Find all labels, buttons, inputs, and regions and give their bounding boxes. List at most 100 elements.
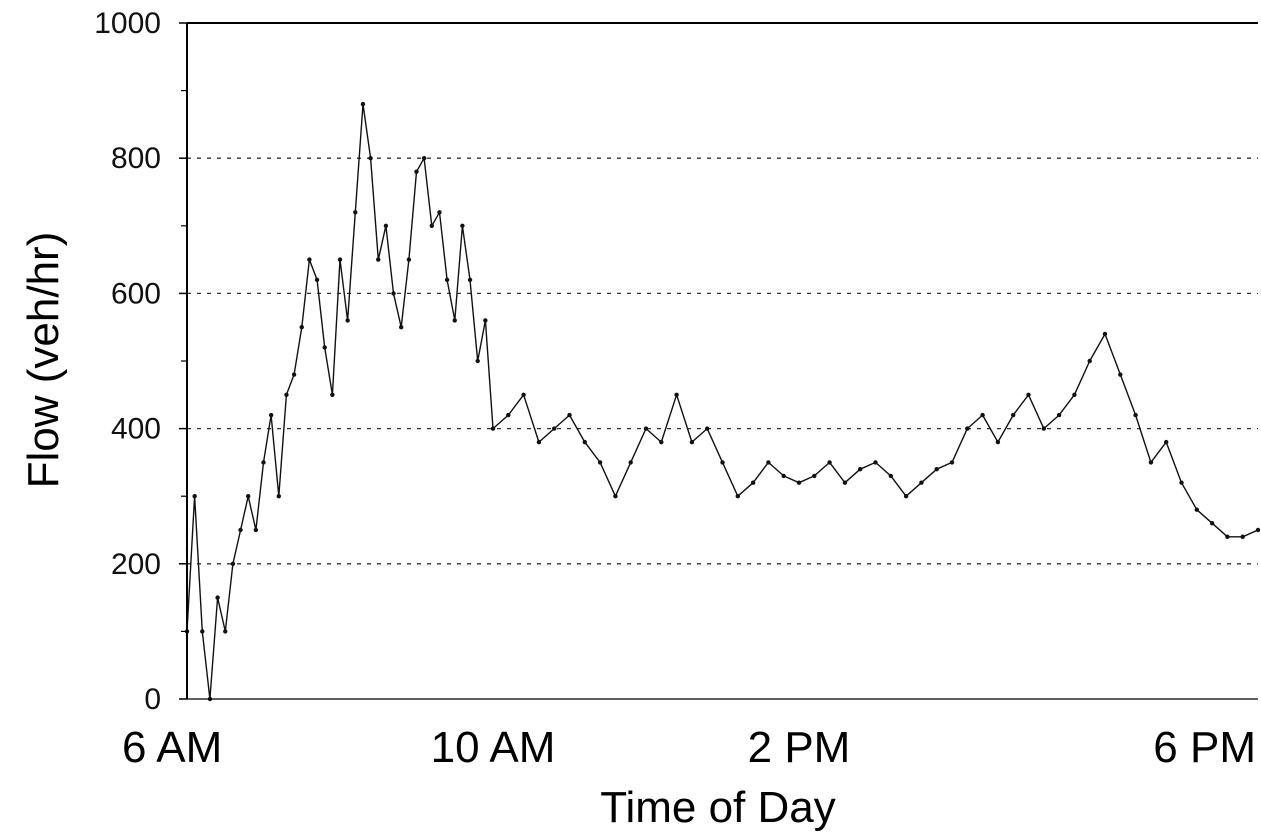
data-point-79 — [1087, 358, 1092, 364]
data-point-1 — [192, 494, 197, 499]
series-line-0 — [186, 103, 1259, 700]
data-point-42 — [521, 392, 526, 397]
data-point-11 — [268, 412, 274, 418]
data-point-44 — [552, 426, 557, 431]
data-point-76 — [1041, 426, 1047, 431]
data-point-6 — [230, 561, 236, 566]
data-point-61 — [812, 473, 817, 479]
x-tick-label-10: 10 AM — [431, 723, 556, 772]
x-tick-label-14: 2 PM — [748, 723, 851, 772]
data-point-81 — [1118, 372, 1123, 377]
data-point-18 — [322, 345, 327, 350]
data-point-70 — [949, 460, 955, 465]
data-point-29 — [406, 257, 412, 262]
data-point-55 — [720, 460, 725, 465]
data-point-67 — [903, 494, 909, 499]
data-point-60 — [796, 480, 802, 485]
data-point-14 — [291, 372, 297, 377]
data-point-89 — [1240, 534, 1245, 539]
data-point-52 — [674, 392, 679, 397]
data-point-75 — [1026, 392, 1031, 397]
data-point-5 — [223, 629, 228, 634]
data-point-23 — [360, 101, 366, 107]
data-point-20 — [337, 257, 343, 262]
data-point-48 — [613, 494, 618, 499]
data-point-32 — [429, 223, 434, 228]
data-point-39 — [483, 318, 488, 323]
data-point-31 — [421, 156, 427, 161]
data-point-33 — [437, 210, 442, 215]
data-point-22 — [353, 210, 358, 215]
data-point-26 — [383, 223, 389, 228]
data-point-87 — [1209, 521, 1215, 526]
data-point-47 — [597, 460, 603, 465]
data-point-85 — [1179, 480, 1184, 485]
y-tick-label-800: 800 — [111, 142, 161, 175]
data-point-27 — [391, 291, 396, 296]
x-axis-title: Time of Day — [600, 783, 836, 832]
data-point-84 — [1164, 439, 1169, 445]
data-point-28 — [399, 325, 404, 330]
data-point-8 — [246, 494, 251, 499]
data-point-72 — [980, 412, 985, 418]
data-point-36 — [460, 223, 465, 228]
data-point-46 — [582, 439, 587, 445]
data-point-41 — [506, 412, 511, 418]
data-point-25 — [376, 257, 381, 262]
data-point-19 — [330, 392, 335, 397]
data-point-40 — [490, 426, 496, 431]
x-tick-label-6: 6 AM — [122, 723, 222, 772]
data-point-63 — [842, 480, 848, 485]
data-point-37 — [467, 277, 473, 283]
data-point-58 — [766, 460, 771, 465]
data-point-88 — [1225, 534, 1230, 539]
y-axis-title: Flow (veh/hr) — [19, 232, 68, 489]
data-point-66 — [888, 473, 893, 479]
data-point-83 — [1148, 460, 1154, 465]
data-point-13 — [284, 392, 289, 397]
data-point-53 — [689, 439, 695, 445]
data-point-38 — [475, 358, 480, 364]
data-point-10 — [261, 460, 266, 465]
data-point-77 — [1056, 412, 1062, 418]
data-point-57 — [750, 480, 756, 485]
data-point-43 — [536, 439, 542, 445]
grid-layer — [187, 157, 1258, 565]
y-tick-label-600: 600 — [111, 277, 161, 310]
axes-layer — [179, 22, 1258, 700]
data-point-49 — [628, 460, 633, 465]
data-point-80 — [1102, 331, 1108, 337]
data-point-34 — [444, 277, 450, 283]
data-point-30 — [414, 169, 419, 174]
data-point-69 — [934, 466, 939, 472]
y-tick-label-1000: 1000 — [94, 7, 161, 40]
data-point-15 — [299, 325, 304, 330]
data-point-9 — [253, 527, 259, 533]
data-point-78 — [1072, 392, 1077, 397]
data-point-35 — [452, 318, 457, 323]
data-point-90 — [1255, 527, 1261, 533]
data-point-65 — [873, 460, 878, 465]
x-tick-label-18: 6 PM — [1153, 723, 1256, 772]
data-point-71 — [965, 426, 970, 431]
data-point-82 — [1133, 412, 1138, 418]
data-point-51 — [659, 439, 664, 445]
data-point-64 — [858, 466, 863, 472]
data-point-45 — [567, 412, 572, 418]
y-tick-labels: 0 200 400 600 800 1000 — [94, 7, 161, 716]
data-point-68 — [919, 480, 924, 485]
series-layer — [184, 101, 1261, 702]
data-point-50 — [643, 426, 649, 431]
data-point-24 — [368, 156, 373, 161]
y-tick-label-200: 200 — [111, 548, 161, 581]
y-tick-label-400: 400 — [111, 413, 161, 446]
data-point-56 — [735, 494, 740, 499]
data-point-12 — [276, 494, 281, 499]
data-point-74 — [1011, 412, 1016, 418]
data-point-62 — [827, 460, 832, 465]
data-point-86 — [1194, 507, 1200, 512]
data-point-73 — [995, 439, 1001, 445]
x-tick-labels: 6 AM 10 AM 2 PM 6 PM — [122, 723, 1256, 772]
data-point-16 — [307, 257, 312, 262]
